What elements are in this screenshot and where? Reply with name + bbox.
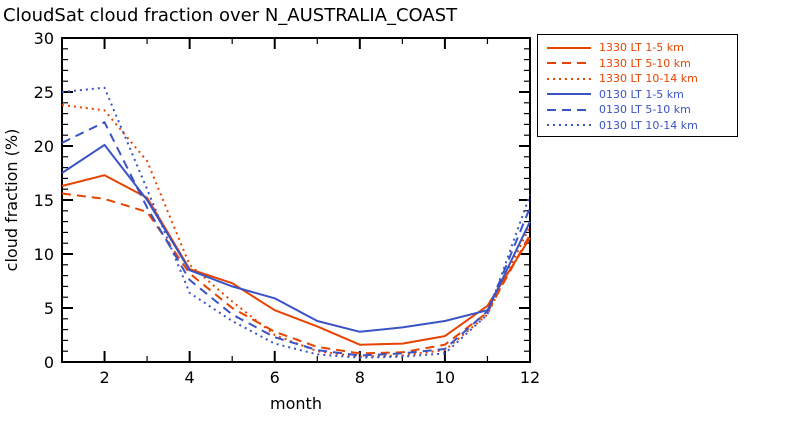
series-line-0130-lt-1-5-km	[61, 143, 531, 333]
legend-label: 0130 LT 5-10 km	[599, 103, 691, 117]
x-tick-label: 6	[270, 368, 280, 387]
legend-item-0130-lt-10-14-km: 0130 LT 10-14 km	[546, 119, 731, 132]
legend-sample-line	[547, 46, 591, 49]
x-axis-label: month	[270, 394, 322, 413]
legend-label: 1330 LT 10-14 km	[599, 72, 698, 86]
series-line-1330-lt-5-10-km	[61, 192, 531, 355]
y-tick-label: 25	[34, 83, 54, 102]
legend: 1330 LT 1-5 km 1330 LT 5-10 km 1330 LT 10-…	[537, 34, 738, 137]
y-axis-label: cloud fraction (%)	[2, 129, 21, 272]
y-tick-label: 15	[34, 191, 54, 210]
legend-item-0130-lt-5-10-km: 0130 LT 5-10 km	[546, 103, 731, 116]
x-tick-label: 12	[520, 368, 540, 387]
y-tick-label: 30	[34, 29, 54, 48]
y-tick-label: 0	[44, 353, 54, 372]
legend-label: 0130 LT 1-5 km	[599, 87, 684, 101]
x-tick-label: 2	[99, 368, 109, 387]
series-line-0130-lt-5-10-km	[61, 121, 531, 357]
legend-item-1330-lt-5-10-km: 1330 LT 5-10 km	[546, 57, 731, 70]
legend-label: 0130 LT 10-14 km	[599, 118, 698, 132]
legend-item-0130-lt-1-5-km: 0130 LT 1-5 km	[546, 88, 731, 101]
legend-item-1330-lt-10-14-km: 1330 LT 10-14 km	[546, 72, 731, 85]
series-line-1330-lt-1-5-km	[61, 174, 531, 346]
legend-sample-line	[547, 124, 591, 127]
legend-sample-line	[547, 77, 591, 80]
legend-sample-line	[547, 93, 591, 96]
y-tick-label: 10	[34, 245, 54, 264]
y-tick-label: 5	[44, 299, 54, 318]
x-tick-label: 8	[355, 368, 365, 387]
chart-title: CloudSat cloud fraction over N_AUSTRALIA…	[3, 5, 458, 26]
y-tick-label: 20	[34, 137, 54, 156]
legend-sample-line	[547, 62, 591, 65]
legend-label: 1330 LT 1-5 km	[599, 41, 684, 54]
plot-area: 2 4 6 8 10 12 0 5 10 15 20 25 30	[34, 29, 541, 387]
legend-label: 1330 LT 5-10 km	[599, 56, 691, 70]
axes-frame	[61, 37, 531, 363]
x-tick-label: 10	[435, 368, 455, 387]
legend-item-1330-lt-1-5-km: 1330 LT 1-5 km	[546, 41, 731, 54]
legend-sample-line	[547, 108, 591, 111]
x-tick-label: 4	[185, 368, 195, 387]
